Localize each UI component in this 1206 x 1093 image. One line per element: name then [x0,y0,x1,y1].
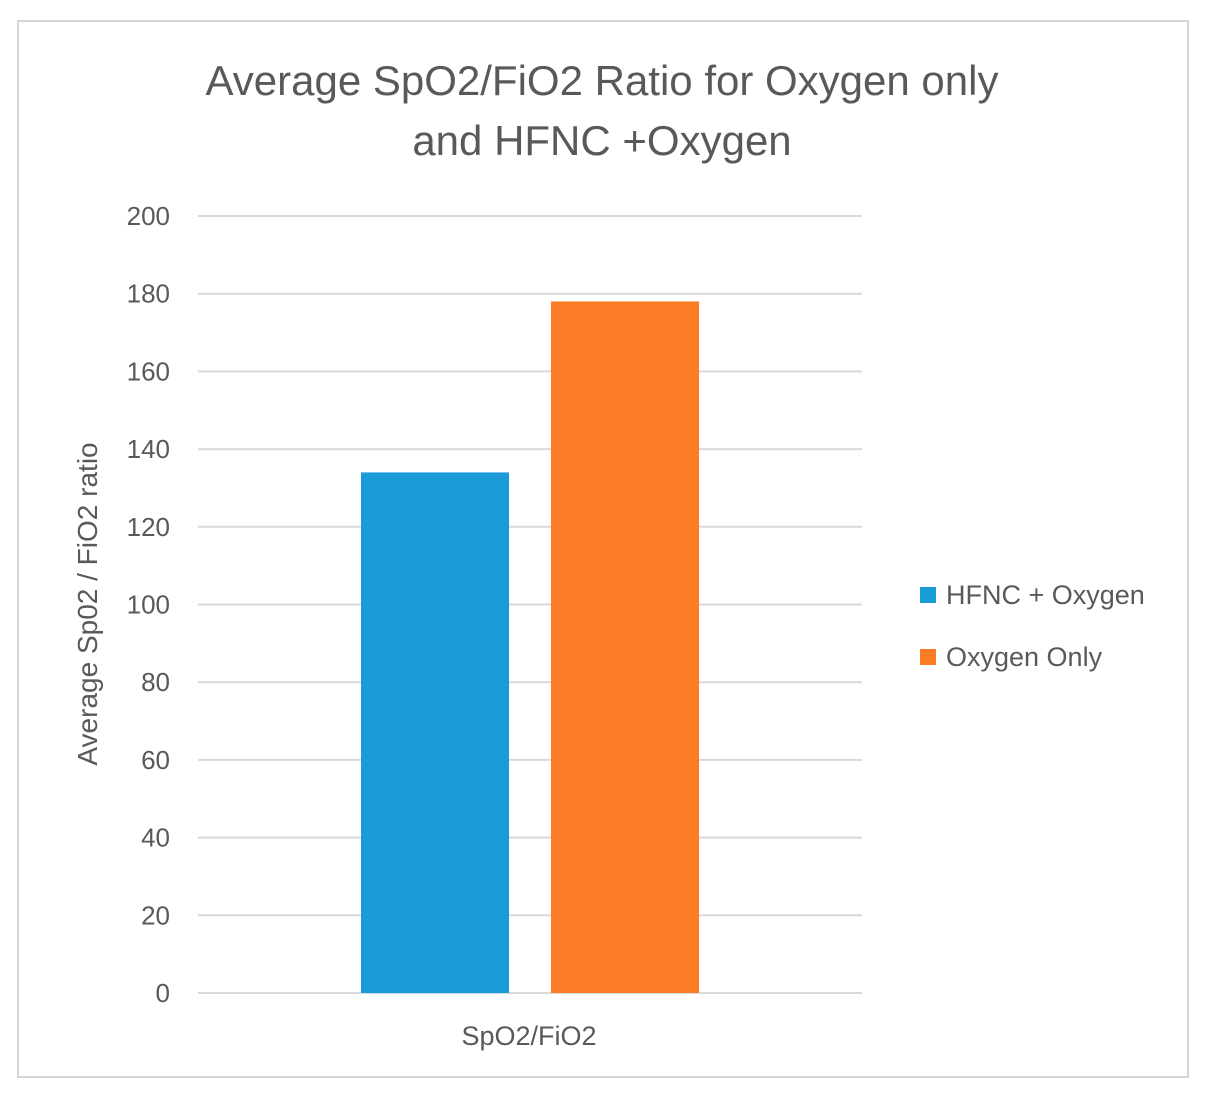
y-tick-label-40: 40 [141,823,170,853]
legend-swatch-hfnc-oxygen [920,587,936,603]
legend: HFNC + Oxygen Oxygen Only [920,580,1145,672]
y-tick-label-120: 120 [127,512,170,542]
y-tick-labels: 0 20 40 60 80 100 120 140 160 180 200 [127,201,170,1008]
y-tick-label-0: 0 [156,978,170,1008]
y-tick-label-200: 200 [127,201,170,231]
y-tick-label-160: 160 [127,356,170,386]
y-tick-label-140: 140 [127,434,170,464]
bar-hfnc-oxygen [361,472,509,993]
y-tick-label-180: 180 [127,279,170,309]
y-tick-label-80: 80 [141,667,170,697]
gridlines [198,215,862,994]
y-axis-title: Average Sp02 / FiO2 ratio [72,442,103,765]
bar-oxygen-only [551,301,699,994]
y-tick-label-100: 100 [127,590,170,620]
category-label: SpO2/FiO2 [461,1021,596,1051]
legend-label-oxygen-only: Oxygen Only [946,642,1103,672]
legend-swatch-oxygen-only [920,649,936,665]
legend-label-hfnc-oxygen: HFNC + Oxygen [946,580,1145,610]
chart-title-line-2: and HFNC +Oxygen [412,117,791,164]
y-tick-label-20: 20 [141,900,170,930]
bars [361,301,699,994]
chart-title-line-1: Average SpO2/FiO2 Ratio for Oxygen only [206,57,999,104]
y-tick-label-60: 60 [141,745,170,775]
